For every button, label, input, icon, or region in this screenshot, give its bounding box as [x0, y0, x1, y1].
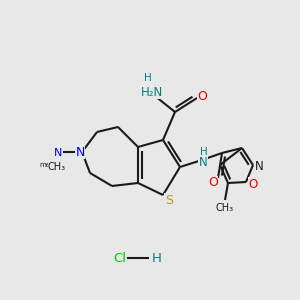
- Text: N: N: [54, 149, 62, 159]
- Text: O: O: [248, 178, 258, 190]
- Text: N: N: [75, 146, 85, 158]
- Text: N: N: [54, 148, 62, 158]
- Text: CH₃: CH₃: [48, 162, 66, 172]
- Text: H: H: [144, 73, 152, 83]
- Text: N: N: [199, 155, 207, 169]
- Text: CH₃: CH₃: [216, 203, 234, 213]
- Text: O: O: [197, 89, 207, 103]
- Text: H₂N: H₂N: [141, 85, 163, 98]
- Text: S: S: [165, 194, 173, 206]
- Text: H: H: [200, 147, 208, 157]
- Text: N: N: [255, 160, 263, 172]
- Text: Cl: Cl: [113, 251, 127, 265]
- Text: H: H: [152, 251, 162, 265]
- Text: methyl: methyl: [40, 162, 64, 168]
- Text: O: O: [208, 176, 218, 190]
